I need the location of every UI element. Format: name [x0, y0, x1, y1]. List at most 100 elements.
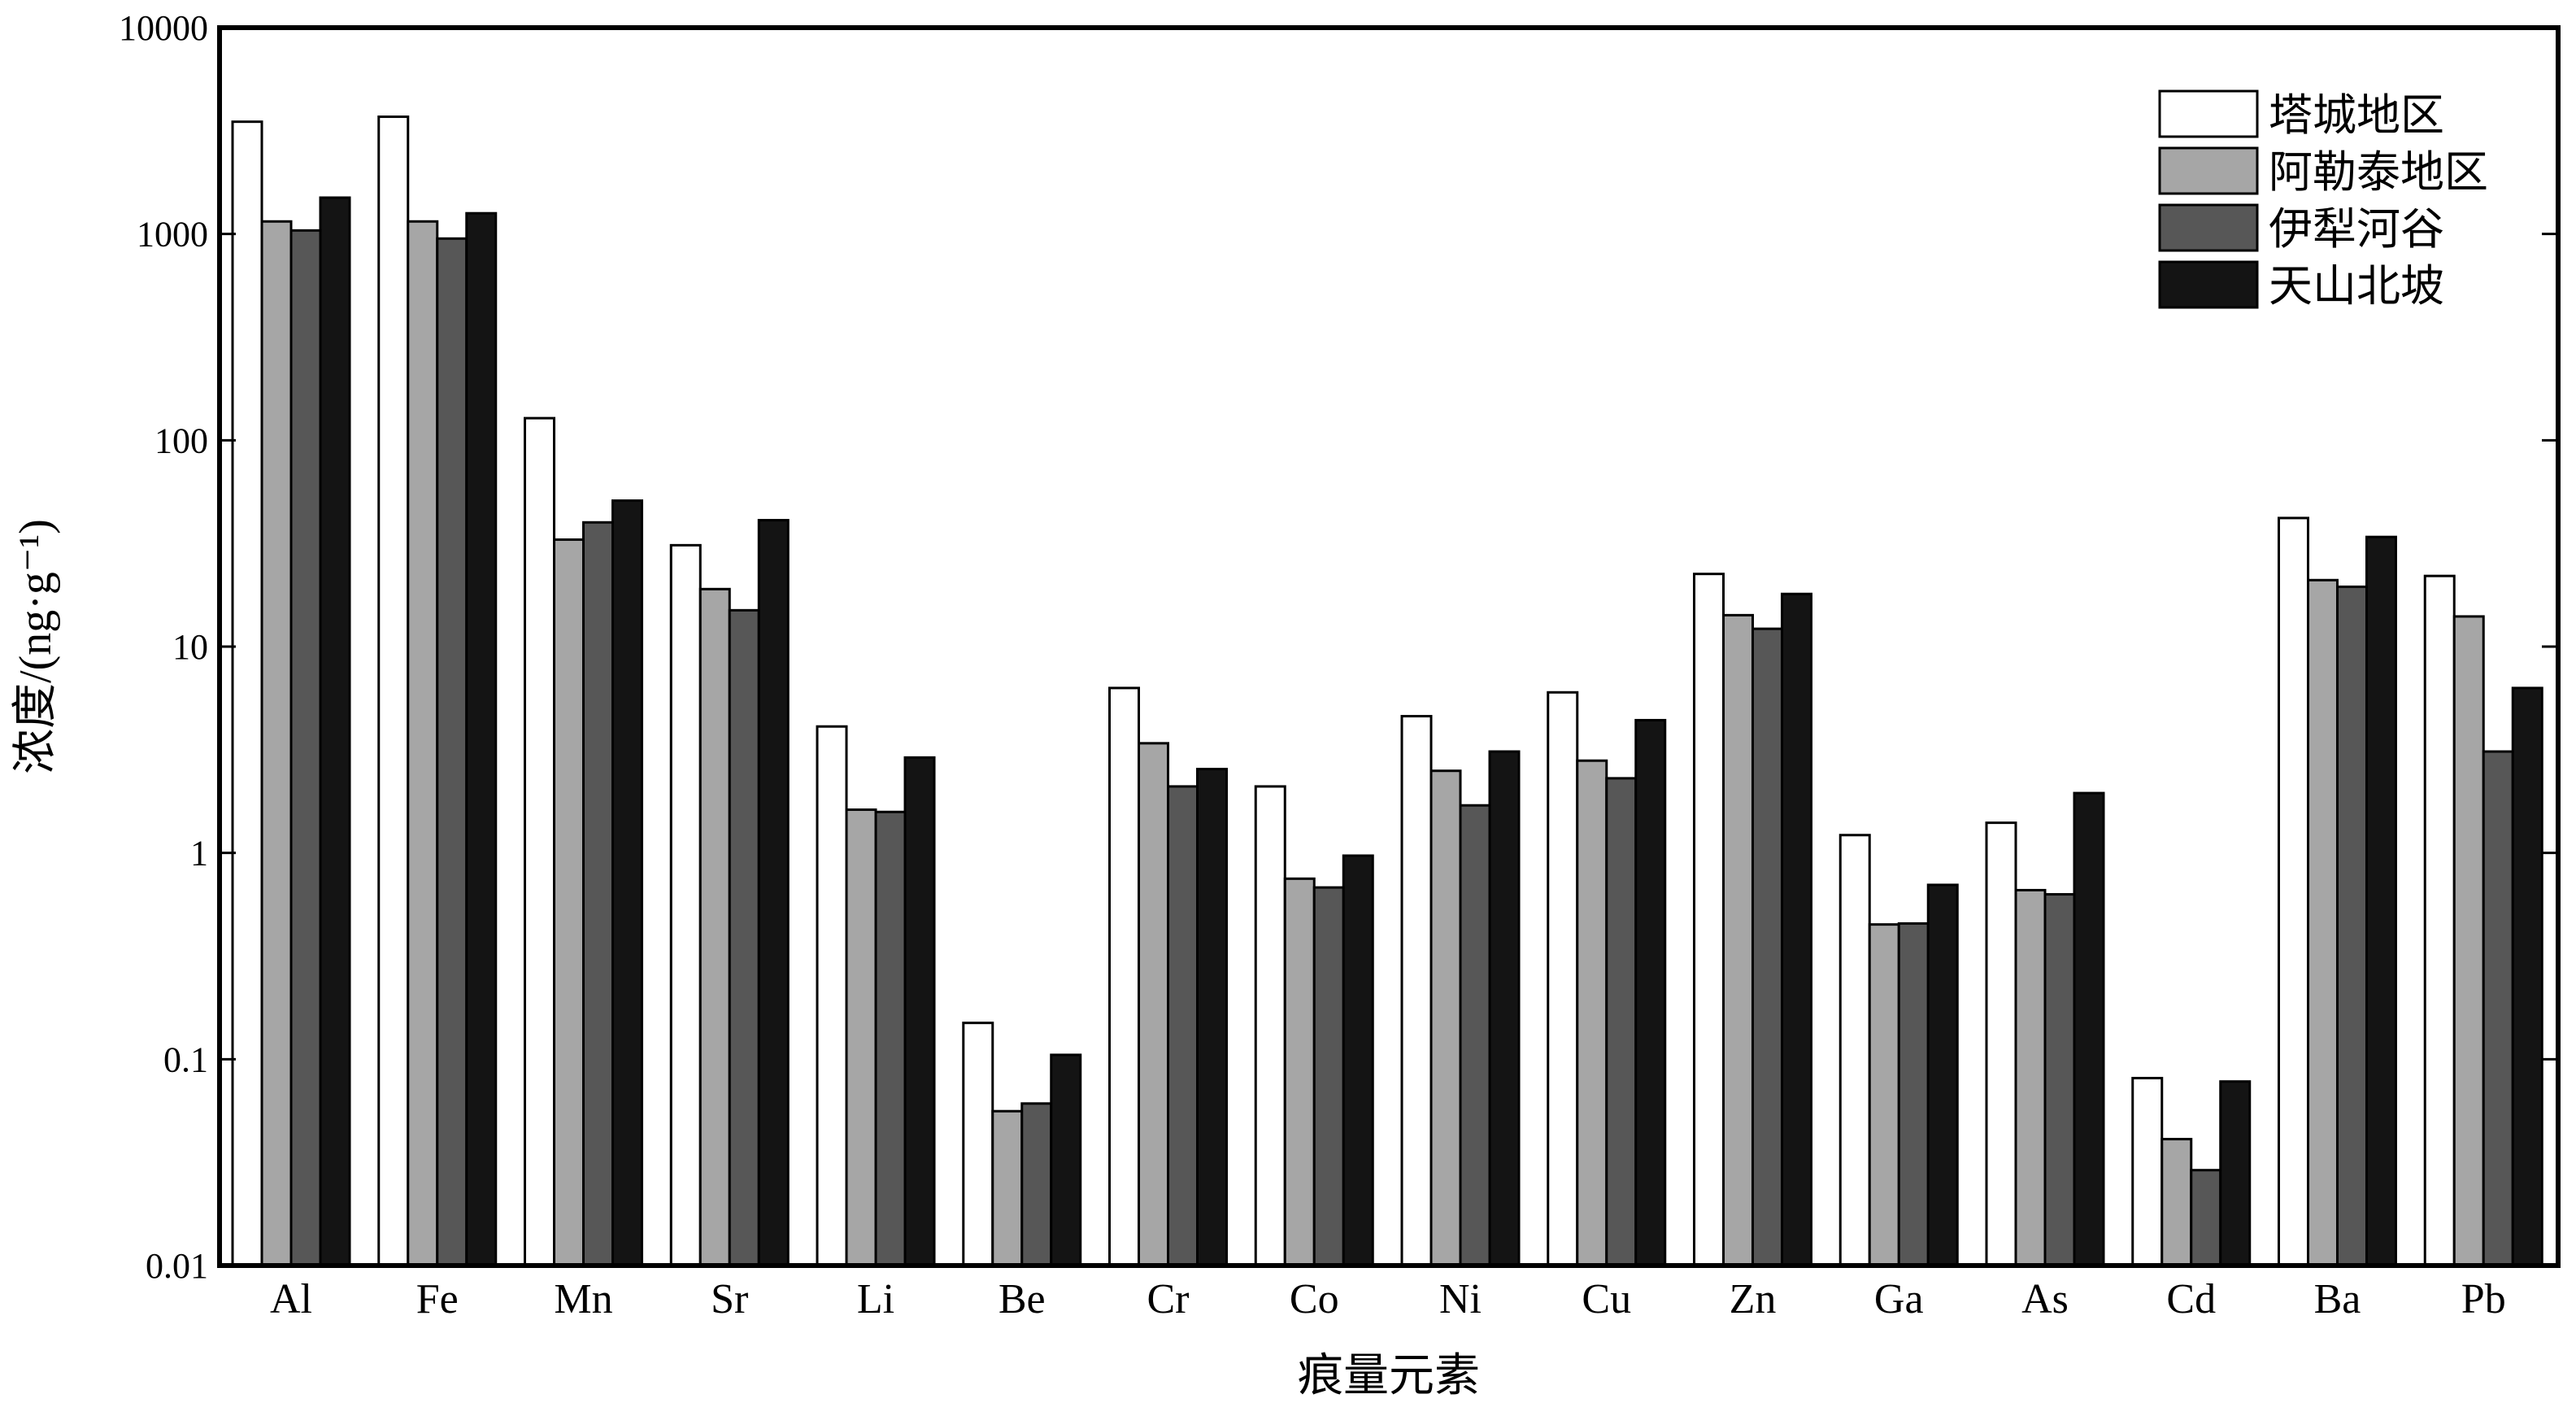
x-tick-label: Ba	[2314, 1276, 2361, 1322]
bar-li-series-3	[874, 810, 907, 1267]
bar-mn-series-2	[553, 538, 585, 1267]
y-tick-label: 1000	[137, 215, 208, 255]
bar-pb-series-4	[2511, 686, 2543, 1267]
x-tick-label: Pb	[2461, 1276, 2506, 1322]
bar-cr-series-4	[1196, 768, 1228, 1267]
bar-be-series-2	[991, 1109, 1024, 1267]
bar-fe-series-4	[465, 211, 498, 1267]
x-tick-label: Ni	[1439, 1276, 1482, 1322]
x-tick-label: Be	[999, 1276, 1046, 1322]
legend-swatch	[2158, 89, 2259, 138]
legend-swatch	[2158, 203, 2259, 252]
bar-mn-series-1	[524, 416, 555, 1267]
bar-zn-series-3	[1751, 627, 1783, 1267]
bar-ga-series-1	[1838, 834, 1871, 1267]
bar-ga-series-2	[1868, 923, 1900, 1267]
bar-co-series-4	[1342, 854, 1374, 1267]
bar-cr-series-2	[1138, 742, 1169, 1267]
bar-ga-series-3	[1897, 922, 1930, 1267]
x-tick-label: Cr	[1147, 1276, 1190, 1322]
bar-sr-series-4	[757, 519, 790, 1267]
bar-ni-series-3	[1459, 804, 1491, 1267]
bar-as-series-2	[2014, 888, 2047, 1267]
bar-ni-series-4	[1488, 750, 1521, 1267]
bar-ba-series-2	[2307, 578, 2339, 1267]
bar-pb-series-1	[2423, 574, 2456, 1267]
bar-as-series-1	[1985, 821, 2017, 1267]
bar-be-series-1	[962, 1022, 994, 1267]
bar-mn-series-3	[582, 521, 614, 1267]
bar-zn-series-2	[1722, 613, 1754, 1267]
bar-cd-series-1	[2131, 1077, 2164, 1267]
x-tick-label: Fe	[416, 1276, 459, 1322]
legend-swatch	[2158, 146, 2259, 195]
bar-ba-series-1	[2278, 516, 2309, 1267]
bar-cu-series-3	[1605, 777, 1638, 1267]
bar-be-series-3	[1020, 1102, 1053, 1267]
bar-sr-series-3	[728, 608, 760, 1267]
bar-al-series-3	[289, 229, 322, 1267]
bar-as-series-4	[2073, 791, 2105, 1267]
x-tick-label: Li	[857, 1276, 894, 1322]
x-axis-title: 痕量元素	[1298, 1351, 1480, 1401]
bar-sr-series-2	[698, 587, 731, 1267]
bar-al-series-1	[231, 120, 263, 1267]
bar-al-series-4	[319, 196, 351, 1267]
y-tick-label: 10	[172, 627, 208, 667]
legend-label: 塔城地区	[2269, 91, 2444, 140]
bar-fe-series-1	[377, 115, 410, 1267]
bar-cu-series-4	[1634, 718, 1667, 1267]
bar-cd-series-2	[2160, 1138, 2193, 1267]
bar-ni-series-2	[1429, 769, 1462, 1267]
bar-ga-series-4	[1926, 883, 1959, 1267]
bar-co-series-1	[1254, 785, 1286, 1267]
bar-be-series-4	[1050, 1053, 1082, 1267]
legend-label: 天山北坡	[2269, 262, 2444, 311]
x-axis-category-labels: Al Fe Mn Sr Li Be Cr Co Ni Cu Zn Ga As Cd Ba Pb	[270, 1276, 2506, 1322]
bar-group	[231, 115, 2543, 1267]
bar-zn-series-1	[1693, 573, 1725, 1267]
bar-fe-series-3	[436, 237, 468, 1267]
plot-frame	[217, 25, 2561, 1268]
legend-label: 伊犁河谷	[2269, 205, 2444, 254]
bar-ba-series-3	[2336, 585, 2368, 1267]
bar-pb-series-2	[2452, 615, 2485, 1267]
bar-cd-series-4	[2219, 1080, 2252, 1267]
bar-pb-series-3	[2482, 750, 2514, 1267]
bar-fe-series-2	[407, 220, 439, 1267]
x-tick-label: Ga	[1874, 1276, 1924, 1322]
bar-li-series-4	[903, 756, 936, 1267]
legend-label: 阿勒泰地区	[2269, 148, 2488, 197]
bar-zn-series-4	[1781, 592, 1812, 1267]
bar-ba-series-4	[2365, 535, 2397, 1267]
y-axis-title: 浓度/(ng·g⁻¹)	[11, 519, 61, 774]
bar-co-series-2	[1283, 877, 1316, 1267]
bar-sr-series-1	[669, 543, 702, 1267]
bar-mn-series-4	[611, 499, 643, 1267]
bar-li-series-1	[816, 725, 848, 1267]
x-tick-label: Mn	[554, 1276, 612, 1322]
x-tick-label: Sr	[711, 1276, 748, 1322]
legend-swatch	[2158, 260, 2259, 309]
bar-cd-series-3	[2190, 1169, 2222, 1267]
bar-cu-series-1	[1547, 691, 1579, 1267]
bar-as-series-3	[2043, 893, 2076, 1267]
bar-cr-series-3	[1167, 785, 1199, 1267]
bar-li-series-2	[845, 808, 877, 1267]
x-tick-label: Al	[270, 1276, 312, 1322]
x-tick-label: Co	[1290, 1276, 1339, 1322]
x-tick-label: Cu	[1582, 1276, 1631, 1322]
y-tick-label: 100	[154, 420, 208, 460]
x-tick-label: Zn	[1730, 1276, 1777, 1322]
x-tick-label: Cd	[2166, 1276, 2216, 1322]
y-axis-ticks: 0.01 0.1 1 10 100 1000 10000	[119, 8, 2558, 1286]
bar-cu-series-2	[1576, 759, 1608, 1267]
y-tick-label: 1	[190, 834, 208, 874]
y-tick-label: 10000	[119, 8, 208, 48]
y-tick-label: 0.01	[146, 1246, 208, 1286]
x-tick-label: As	[2021, 1276, 2069, 1322]
bar-cr-series-1	[1108, 686, 1140, 1267]
bar-co-series-3	[1312, 886, 1345, 1267]
